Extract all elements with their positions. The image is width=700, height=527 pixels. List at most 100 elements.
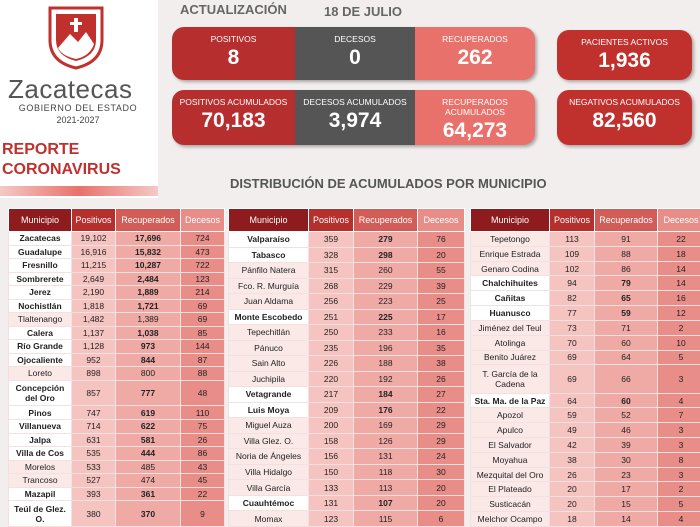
stat-card: NEGATIVOS ACUMULADOS 82,560 [557, 90, 692, 145]
table-cell: 16,916 [71, 244, 116, 260]
table-cell: 444 [115, 446, 181, 461]
table-cell: 86 [594, 260, 658, 277]
table-cell: Sombrerete [8, 271, 72, 287]
table-cell: Villa García [228, 479, 309, 496]
column-header: Recuperados [594, 208, 658, 232]
column-header: Decesos [417, 208, 465, 232]
table-cell: 23 [594, 466, 658, 483]
table-cell: 315 [308, 262, 354, 279]
table-cell: 69 [549, 364, 595, 394]
table-cell: 209 [308, 401, 354, 419]
column-header: Decesos [180, 208, 225, 232]
table-cell: Fco. R. Murguía [228, 277, 309, 295]
table-cell: 184 [353, 386, 418, 403]
table-cell: 126 [353, 432, 418, 450]
table-cell: 3 [657, 364, 700, 394]
table-cell: 3 [657, 422, 700, 439]
table-cell: El Salvador [470, 437, 550, 453]
table-cell: 29 [417, 417, 465, 434]
table-cell: 17 [417, 308, 465, 326]
table-cell: Teúl de Glez. O. [8, 500, 72, 527]
table-row: Chalchihuites 94 79 14 [470, 275, 700, 292]
table-cell: 35 [417, 339, 465, 357]
table-cell: 131 [308, 494, 354, 512]
table-cell: 45 [180, 473, 225, 488]
table-cell: 38 [417, 355, 465, 372]
table-cell: 4 [657, 511, 700, 527]
section-title: DISTRIBUCIÓN DE ACUMULADOS POR MUNICIPIO [230, 176, 547, 191]
table-row: Concepción del Oro 857 777 48 [8, 379, 225, 407]
table-cell: 631 [71, 432, 116, 448]
table-cell: 233 [353, 324, 418, 341]
table-cell: 268 [308, 277, 354, 295]
table-cell: 747 [71, 405, 116, 420]
table-cell: 17 [594, 481, 658, 498]
table-cell: 2 [657, 481, 700, 498]
table-cell: 26 [180, 432, 225, 448]
table-cell: 898 [71, 366, 116, 381]
table-cell: Villanueva [8, 419, 72, 434]
table-cell: 55 [417, 262, 465, 279]
table-cell: 49 [549, 422, 595, 439]
table-cell: 298 [353, 246, 418, 264]
column-header: Positivos [549, 208, 595, 232]
stat-label: DECESOS ACUMULADOS [303, 97, 407, 107]
header-row: Municipio Positivos Recuperados Decesos [228, 208, 465, 232]
table-row: Valparaíso 359 279 76 [228, 231, 465, 248]
column-header: Municipio [228, 208, 309, 232]
table-row: Luis Moya 209 176 22 [228, 401, 465, 419]
table-cell: 26 [417, 370, 465, 388]
table-cell: 60 [594, 392, 658, 409]
update-label: ACTUALIZACIÓN [180, 2, 287, 17]
table-cell: Cañitas [470, 290, 550, 307]
table-row: Loreto 898 800 88 [8, 366, 225, 381]
table-cell: Tlaltenango [8, 312, 72, 327]
table-cell: 1,038 [115, 325, 181, 341]
header-row: Municipio Positivos Recuperados Decesos [470, 208, 700, 232]
table-cell: 217 [308, 386, 354, 403]
table-cell: T. García de la Cadena [470, 364, 550, 394]
header-row: Municipio Positivos Recuperados Decesos [8, 208, 225, 232]
table-cell: Villa Glez. O. [228, 432, 309, 450]
table-cell: 714 [71, 419, 116, 434]
table-row: El Salvador 42 39 3 [470, 437, 700, 453]
table-row: Pánfilo Natera 315 260 55 [228, 262, 465, 279]
table-cell: 73 [549, 319, 595, 336]
table-cell: 85 [180, 325, 225, 341]
table-row: Ojocaliente 952 844 87 [8, 352, 225, 368]
table-cell: 14 [657, 260, 700, 277]
table-cell: 196 [353, 339, 418, 357]
brand: Zacatecas [8, 74, 133, 104]
table-cell: 225 [353, 308, 418, 326]
table-cell: 220 [308, 370, 354, 388]
table-cell: 176 [353, 401, 418, 419]
table-cell: 113 [353, 479, 418, 496]
table-cell: 380 [71, 500, 116, 527]
stat-card: PACIENTES ACTIVOS 1,936 [557, 30, 692, 80]
municipality-table: Municipio Positivos Recuperados Decesos Valp… [228, 208, 465, 527]
table-row: Vetagrande 217 184 27 [228, 386, 465, 403]
stat-card: RECUPERADOS ACUMULADOS 64,273 [415, 90, 535, 145]
table-cell: 29 [417, 432, 465, 450]
table-cell: 69 [180, 312, 225, 327]
column-header: Municipio [8, 208, 72, 232]
table-cell: Cuauhtémoc [228, 494, 309, 512]
table-cell: 214 [180, 285, 225, 300]
table-cell: 52 [594, 407, 658, 424]
table-cell: 200 [308, 417, 354, 434]
table-cell: 8 [657, 451, 700, 468]
table-cell: 250 [308, 324, 354, 341]
table-cell: 39 [594, 437, 658, 453]
table-cell: 473 [180, 244, 225, 260]
table-cell: 777 [115, 379, 181, 407]
table-cell: Pinos [8, 405, 72, 420]
stat-label: RECUPERADOS ACUMULADOS [442, 97, 508, 117]
table-row: Villa de Cos 535 444 86 [8, 446, 225, 461]
table-cell: Nochistlán [8, 298, 72, 314]
table-cell: Mezquital del Oro [470, 466, 550, 483]
table-cell: 75 [180, 419, 225, 434]
stat-card: DECESOS 0 [295, 27, 415, 80]
table-cell: 361 [115, 486, 181, 502]
table-cell: Juan Aldama [228, 293, 309, 310]
